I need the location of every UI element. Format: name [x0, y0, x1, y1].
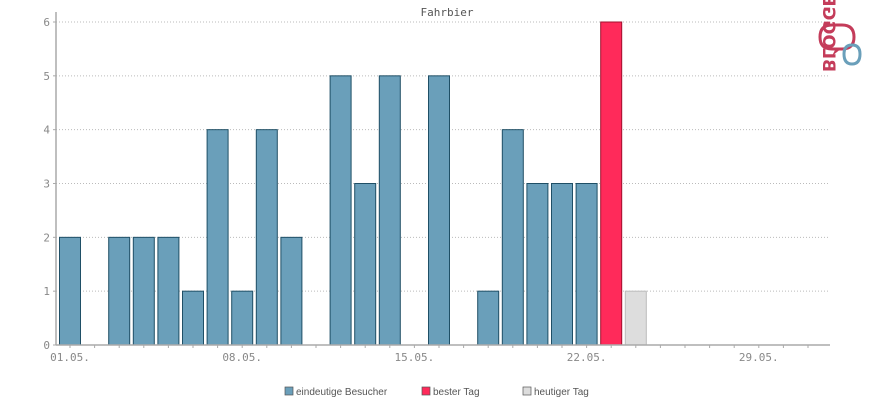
bar-best	[600, 21, 623, 346]
x-tick-label: 29.05.	[739, 351, 779, 364]
bar-normal	[551, 183, 573, 346]
bloggerei-logo: BLOGGEREI	[818, 0, 862, 72]
bar-normal	[378, 75, 401, 346]
legend-swatch-best	[421, 386, 431, 396]
bar-normal	[526, 183, 549, 346]
x-tick-label: 01.05.	[50, 351, 90, 364]
y-tick-label: 0	[43, 339, 50, 352]
bar-normal	[329, 75, 352, 346]
y-tick-label: 3	[43, 178, 50, 191]
axes: 0 1 2 3 4 5 6 01.05. 08.05. 15.05. 22.05. 29.05.	[43, 12, 830, 364]
legend-label-today: heutiger Tag	[534, 387, 589, 398]
bar-normal	[428, 75, 450, 346]
bar-normal	[575, 183, 598, 346]
logo-name: BLOGGEREI	[818, 0, 838, 72]
y-tick-label: 5	[43, 70, 50, 83]
bar-normal	[132, 236, 155, 346]
legend-label-normal: eindeutige Besucher	[296, 387, 388, 398]
bar-normal	[206, 129, 229, 346]
bar-today	[624, 290, 647, 346]
bar-normal	[157, 236, 180, 346]
legend-swatch-normal	[284, 386, 294, 396]
logo-wordmark: BLOGGEREI	[818, 0, 838, 72]
logo-icon	[818, 23, 862, 66]
x-tick-label: 15.05.	[395, 351, 435, 364]
bar-normal	[255, 129, 278, 346]
bar-normal	[477, 290, 500, 346]
y-tick-label: 1	[43, 285, 50, 298]
bar-normal	[59, 236, 81, 346]
bar-normal	[182, 290, 204, 346]
y-tick-label: 2	[43, 231, 50, 244]
bar-normal	[108, 236, 131, 346]
legend-label-best: bester Tag	[433, 387, 480, 398]
bars	[59, 21, 647, 346]
legend: eindeutige Besucher bester Tag heutiger Ta…	[284, 386, 589, 398]
x-tick-label: 08.05.	[222, 351, 262, 364]
bar-normal	[231, 290, 254, 346]
y-tick-label: 4	[43, 124, 50, 137]
chart-title: Fahrbier	[421, 6, 474, 19]
y-tick-label: 6	[43, 16, 50, 29]
legend-swatch-today	[522, 386, 532, 396]
bar-normal	[280, 236, 303, 346]
bar-normal	[501, 129, 524, 346]
bar-normal	[354, 183, 377, 346]
x-tick-label: 22.05.	[567, 351, 607, 364]
